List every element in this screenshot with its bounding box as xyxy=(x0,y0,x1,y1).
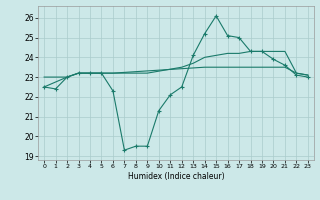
X-axis label: Humidex (Indice chaleur): Humidex (Indice chaleur) xyxy=(128,172,224,181)
